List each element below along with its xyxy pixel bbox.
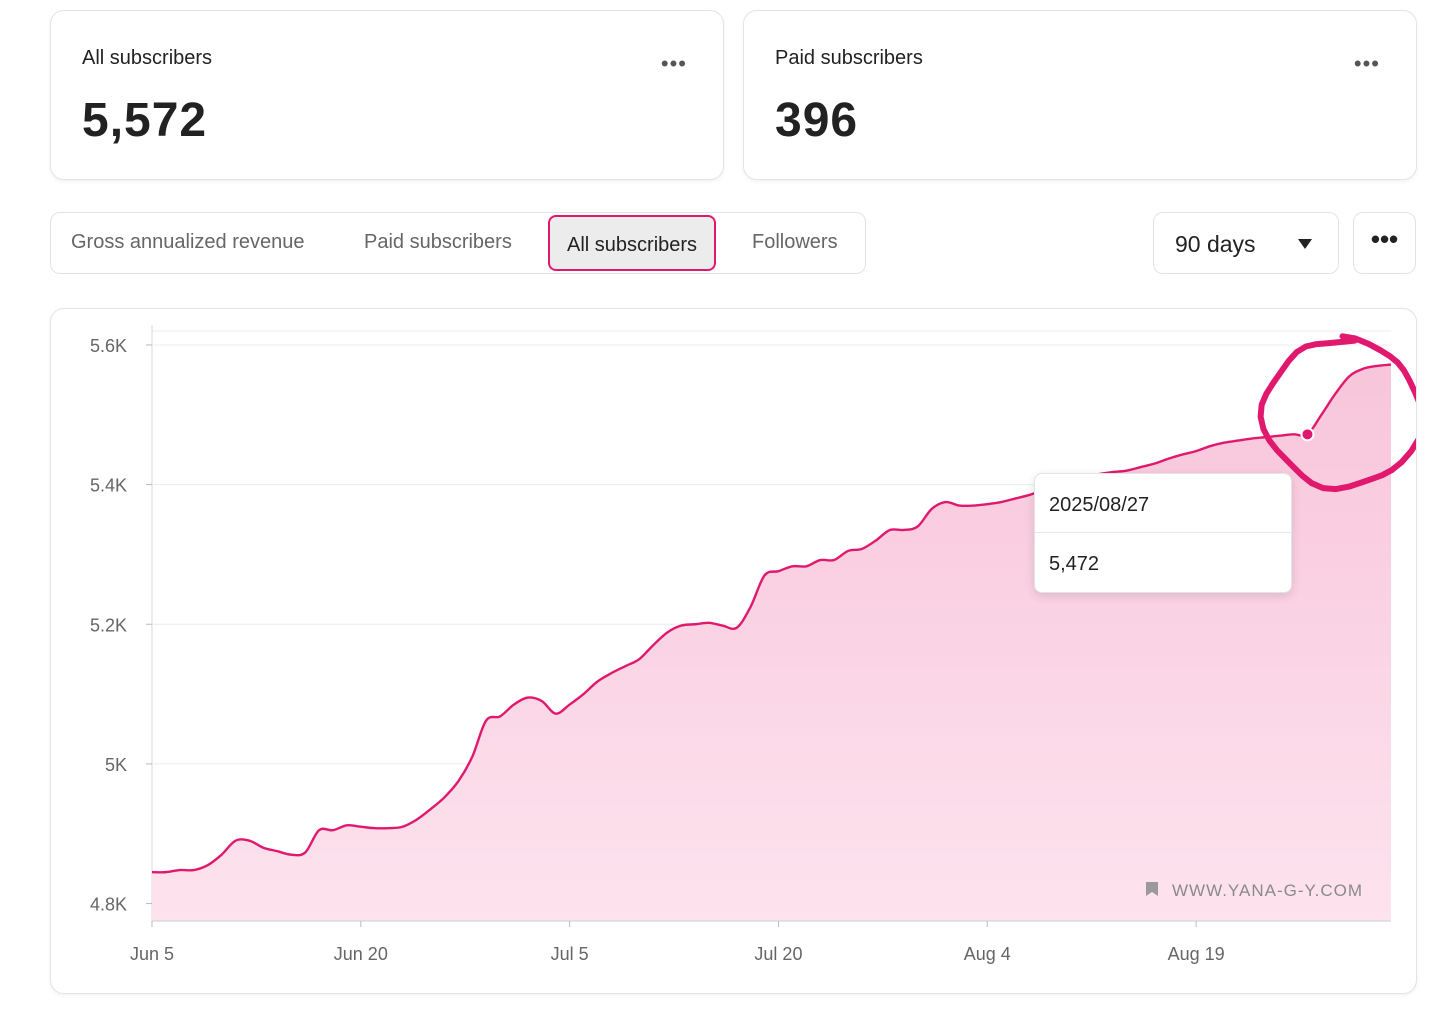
metric-tabs: Gross annualized revenue Paid subscriber… (50, 212, 866, 274)
chart-tooltip: 2025/08/27 5,472 (1034, 473, 1292, 593)
watermark-text: WWW.YANA-G-Y.COM (1172, 881, 1363, 900)
all-subscribers-card: All subscribers ••• 5,572 (50, 10, 724, 180)
card-menu-icon[interactable]: ••• (660, 51, 687, 76)
x-tick-label: Aug 19 (1168, 944, 1225, 964)
highlight-annotation-circle (1257, 333, 1416, 493)
stat-label: Paid subscribers (775, 47, 923, 69)
bookmark-icon (1146, 882, 1158, 896)
card-menu-icon[interactable]: ••• (1353, 51, 1380, 76)
y-tick-label: 5K (105, 755, 127, 775)
stat-label: All subscribers (82, 47, 213, 69)
subscriber-area-chart[interactable]: 4.8K 5K 5.2K 5.4K 5.6K Jun 5 Jun 20 Jul 5 Jul 20… (51, 309, 1416, 993)
subscriber-chart-card: 4.8K 5K 5.2K 5.4K 5.6K Jun 5 Jun 20 Jul 5 Jul 20… (50, 308, 1417, 994)
range-label: 90 days (1175, 231, 1256, 257)
paid-subscribers-card: Paid subscribers ••• 396 (743, 10, 1417, 180)
series-line (151, 363, 1392, 874)
x-tick-label: Jun 5 (130, 944, 174, 964)
tooltip-divider (1035, 532, 1291, 533)
highlight-point (1300, 427, 1315, 442)
tab-gross-annualized-revenue[interactable]: Gross annualized revenue (71, 231, 305, 253)
tab-paid-subscribers[interactable]: Paid subscribers (364, 231, 512, 253)
x-tick-label: Jul 20 (754, 944, 802, 964)
x-tick-label: Aug 4 (964, 944, 1011, 964)
caret-down-icon (1298, 239, 1312, 249)
y-tick-label: 5.6K (90, 336, 127, 356)
y-tick-label: 5.2K (90, 615, 127, 635)
x-tick-label: Jul 5 (551, 944, 589, 964)
tab-all-subscribers[interactable]: All subscribers (548, 215, 717, 271)
tooltip-date: 2025/08/27 (1049, 494, 1150, 516)
tooltip-value: 5,472 (1049, 553, 1100, 575)
tab-followers[interactable]: Followers (752, 231, 838, 253)
more-options-button[interactable]: ••• (1353, 212, 1416, 274)
range-select[interactable]: 90 days (1153, 212, 1339, 274)
x-tick-label: Jun 20 (334, 944, 388, 964)
stat-value: 396 (775, 94, 859, 147)
y-tick-label: 5.4K (90, 476, 127, 496)
stat-value: 5,572 (82, 94, 208, 147)
y-tick-label: 4.8K (90, 895, 127, 915)
